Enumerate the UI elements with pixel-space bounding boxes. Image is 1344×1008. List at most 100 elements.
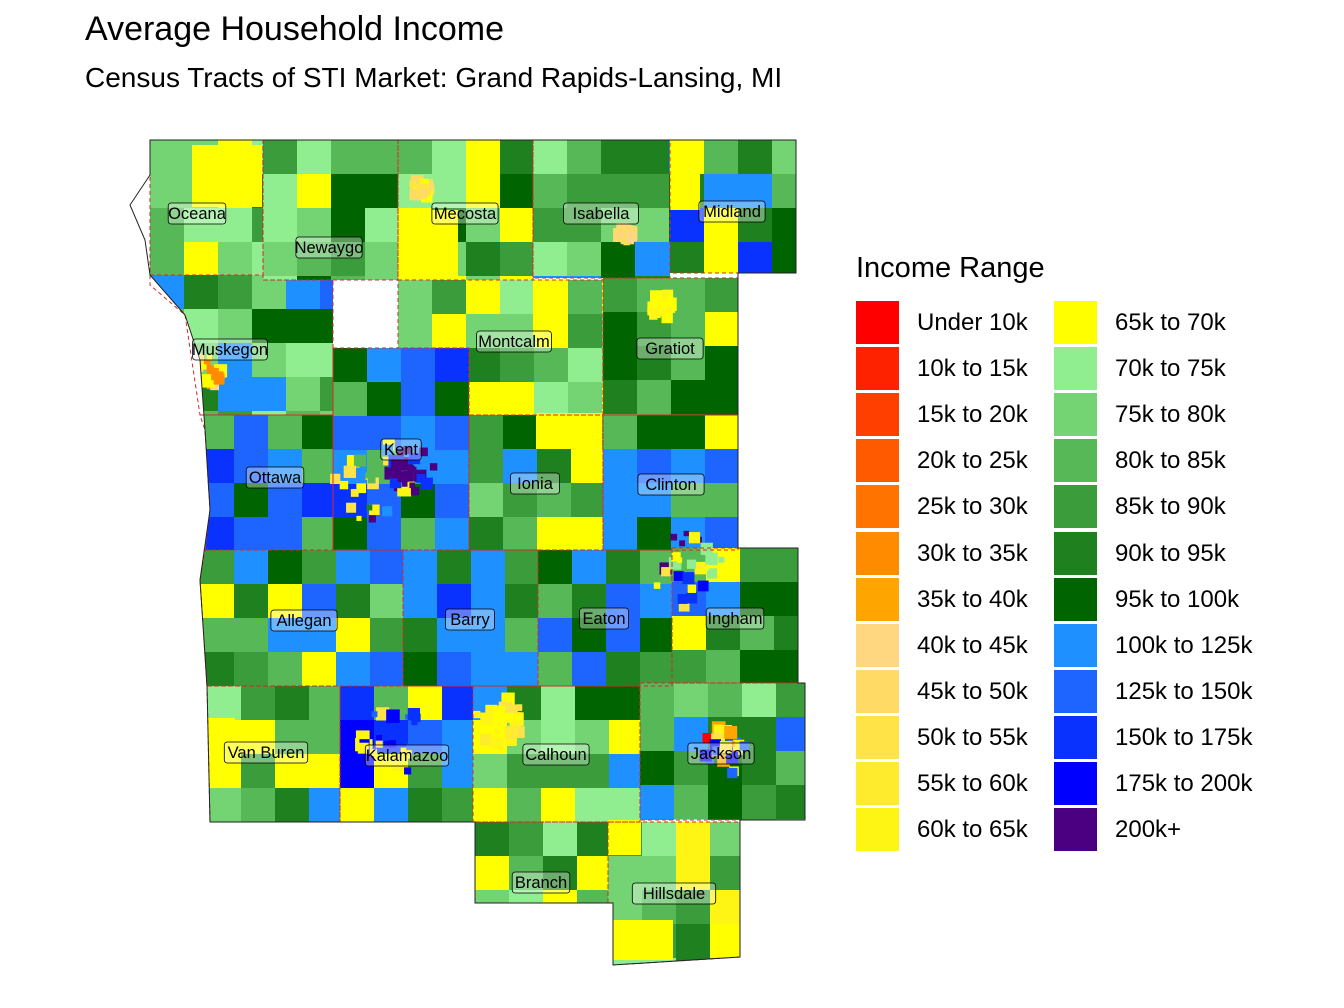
census-tract [575, 686, 610, 721]
census-tract [704, 140, 739, 175]
census-tract [671, 312, 706, 347]
county-label: Muskegon [192, 338, 268, 361]
urban-tract [626, 230, 637, 242]
census-tract [297, 276, 332, 280]
census-tract [536, 413, 602, 449]
urban-tract [409, 180, 416, 188]
census-tract [333, 348, 368, 383]
urban-tract [389, 476, 402, 489]
census-tract [671, 449, 706, 484]
urban-tract [368, 515, 376, 523]
census-tract [572, 652, 607, 686]
census-tract [302, 415, 333, 450]
county-label: Isabella [563, 202, 639, 225]
urban-tract [346, 502, 357, 513]
census-tract [568, 280, 603, 315]
census-tract [640, 785, 675, 820]
legend-swatch [1054, 347, 1097, 391]
census-tract [331, 174, 366, 209]
census-tract [637, 415, 672, 450]
urban-tract [615, 231, 624, 239]
county-label-box [380, 438, 422, 461]
legend-label: 20k to 25k [917, 447, 1028, 475]
census-tract [302, 483, 333, 518]
county-label-box [270, 609, 338, 632]
county-tracts [150, 275, 333, 415]
census-tract [776, 819, 805, 820]
legend-swatch [1054, 669, 1097, 713]
census-tract [608, 958, 643, 965]
census-tract [331, 242, 366, 277]
urban-tract [676, 557, 683, 563]
census-tract [672, 616, 707, 651]
census-tract [538, 550, 573, 585]
legend-item: 75k to 80k [1054, 393, 1254, 439]
urban-tract [479, 733, 492, 746]
census-tract [302, 449, 333, 484]
census-tract [437, 652, 472, 686]
county-label-box [223, 741, 309, 764]
census-tract [738, 174, 773, 209]
census-tract [575, 788, 610, 822]
urban-tract [688, 532, 701, 544]
county-border [602, 414, 739, 551]
urban-tract [661, 567, 671, 577]
county-label-box [510, 472, 560, 495]
census-tract [469, 483, 504, 518]
legend-item: 70k to 75k [1054, 347, 1254, 393]
urban-tract [718, 556, 725, 563]
urban-tract [390, 467, 402, 479]
urban-tract [727, 767, 738, 779]
urban-tract [371, 711, 378, 718]
urban-tract [683, 530, 689, 537]
census-tract [708, 785, 743, 820]
county-label-text: Montcalm [478, 333, 550, 351]
census-tract [543, 822, 578, 857]
urban-tract [356, 515, 362, 521]
census-tract [466, 348, 501, 383]
census-tract [571, 449, 603, 484]
census-tract [572, 550, 607, 585]
census-tract [742, 819, 777, 820]
census-tract [500, 174, 533, 209]
legend-swatch [856, 715, 899, 759]
legend-label: 65k to 70k [1115, 309, 1226, 336]
county-label: Hillsdale [631, 882, 717, 905]
census-tract [435, 416, 469, 451]
county-label-box [364, 744, 450, 767]
urban-tract [411, 718, 418, 726]
census-tract [603, 380, 638, 415]
county-label-box [476, 330, 552, 353]
county-label: Midland [698, 200, 766, 223]
census-tract [184, 242, 219, 275]
county-label-box [431, 202, 499, 225]
census-tract [286, 411, 321, 415]
urban-tract [504, 726, 517, 739]
census-tract [200, 483, 235, 518]
census-tract [568, 382, 603, 415]
urban-tract [410, 487, 420, 496]
urban-tract [376, 707, 390, 721]
census-tract [503, 517, 538, 550]
urban-tract [365, 472, 372, 479]
county-label-text: Branch [515, 874, 567, 892]
census-tract [252, 377, 287, 412]
census-tract [606, 584, 641, 619]
census-tract [642, 856, 677, 891]
census-tract [772, 208, 796, 243]
census-tract [192, 145, 262, 207]
census-tract [705, 278, 738, 313]
county-label-box [631, 882, 717, 905]
legend-label: 125k to 150k [1115, 677, 1253, 705]
urban-tract [678, 600, 690, 612]
county-label-box [522, 743, 590, 766]
census-tract [567, 208, 602, 243]
urban-tract [712, 746, 722, 756]
urban-tract [724, 725, 738, 739]
census-tract [577, 890, 608, 903]
census-tract [234, 618, 269, 653]
census-tract [500, 140, 533, 175]
legend-label: 40k to 45k [917, 631, 1028, 659]
county-label-text: Newaygo [295, 239, 364, 257]
census-tract [676, 822, 711, 857]
